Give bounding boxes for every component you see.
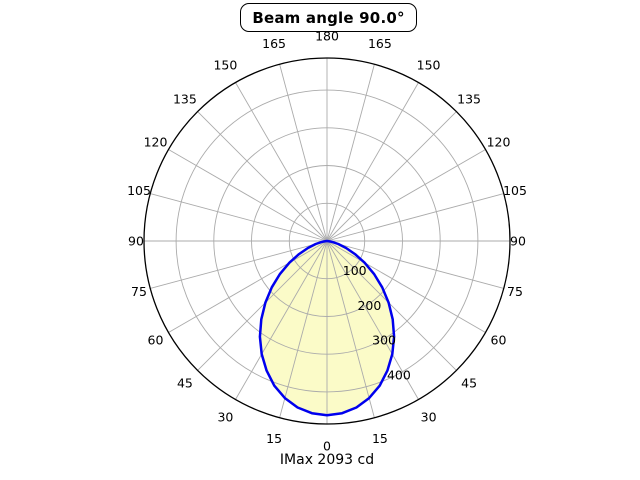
angle-tick-label: 105 xyxy=(503,183,527,198)
angle-tick-label: 90 xyxy=(128,234,144,249)
angle-gridline xyxy=(235,82,328,242)
angle-tick-label: 75 xyxy=(507,284,523,299)
angle-tick-label: 90 xyxy=(510,234,526,249)
imax-label: IMax 2093 cd xyxy=(279,452,375,468)
angle-gridline xyxy=(326,240,504,289)
angle-gridline xyxy=(279,240,328,418)
radius-tick-label: 400 xyxy=(387,367,411,382)
angle-gridline xyxy=(326,240,457,371)
angle-tick-label: 60 xyxy=(148,333,164,348)
angle-tick-label: 60 xyxy=(491,333,507,348)
angle-tick-label: 165 xyxy=(262,36,286,51)
chart-title-box: Beam angle 90.0° xyxy=(240,3,417,32)
radius-gridline xyxy=(175,89,479,393)
angle-gridline xyxy=(279,64,328,242)
angle-gridline xyxy=(235,240,328,400)
angle-gridline xyxy=(197,240,328,371)
angle-gridline xyxy=(326,82,419,242)
polar-outline xyxy=(143,57,511,425)
angle-tick-label: 120 xyxy=(144,135,168,150)
radius-tick-label: 200 xyxy=(357,298,381,313)
chart-title: Beam angle 90.0° xyxy=(252,8,405,27)
angle-tick-label: 150 xyxy=(213,58,237,73)
angle-gridline xyxy=(326,193,504,242)
angle-tick-label: 135 xyxy=(173,91,197,106)
angle-tick-label: 105 xyxy=(127,183,151,198)
angle-tick-label: 45 xyxy=(177,376,193,391)
angle-gridline xyxy=(150,193,328,242)
radius-tick-label: 300 xyxy=(372,333,396,348)
angle-gridline xyxy=(150,240,328,289)
angle-gridline xyxy=(326,111,457,242)
angle-gridline xyxy=(326,240,375,418)
angle-gridline xyxy=(326,240,486,333)
radius-gridline xyxy=(251,165,403,317)
angle-gridline xyxy=(197,111,328,242)
angle-gridline xyxy=(168,240,328,333)
angle-tick-label: 120 xyxy=(487,135,511,150)
angle-tick-label: 135 xyxy=(457,91,481,106)
angle-gridline xyxy=(326,64,375,242)
angle-tick-label: 75 xyxy=(131,284,147,299)
radius-gridline xyxy=(213,127,441,355)
radius-gridline xyxy=(288,202,366,280)
radius-tick-label: 100 xyxy=(343,263,367,278)
angle-tick-label: 30 xyxy=(217,409,233,424)
angle-gridline xyxy=(326,240,419,400)
angle-tick-label: 180 xyxy=(315,29,339,44)
beam-curve xyxy=(258,239,396,417)
angle-tick-label: 0 xyxy=(323,439,331,454)
angle-tick-label: 30 xyxy=(421,409,437,424)
angle-gridline xyxy=(326,149,486,242)
angle-tick-label: 15 xyxy=(266,431,282,446)
angle-tick-label: 45 xyxy=(461,376,477,391)
angle-tick-label: 150 xyxy=(417,58,441,73)
angle-gridline xyxy=(168,149,328,242)
angle-tick-label: 165 xyxy=(368,36,392,51)
angle-tick-label: 15 xyxy=(372,431,388,446)
